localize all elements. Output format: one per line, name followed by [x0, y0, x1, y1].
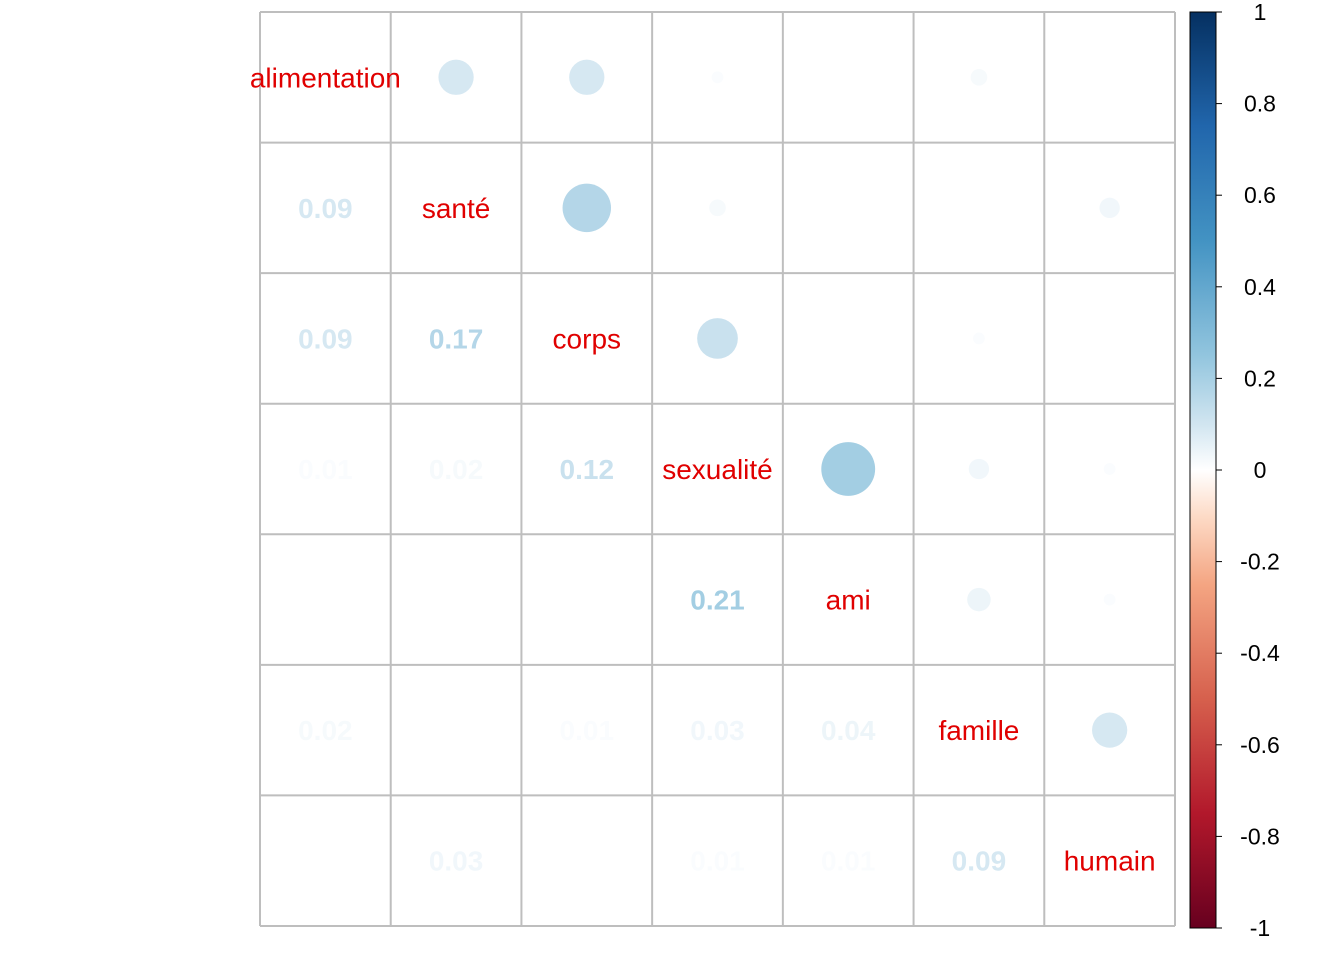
correlation-value-label: 0.01: [821, 846, 876, 877]
colorbar-tick-label: -1: [1250, 915, 1270, 941]
correlation-circle: [697, 318, 738, 359]
correlation-circle: [1103, 463, 1116, 475]
colorbar-gradient: [1189, 11, 1217, 929]
correlation-value-label: 0.02: [429, 454, 484, 485]
correlation-circle: [973, 332, 985, 345]
variable-label: ami: [826, 585, 871, 616]
correlation-value-label: 0.12: [560, 454, 615, 485]
colorbar-tick-label: 1: [1254, 0, 1267, 25]
colorbar: 1 0.8 0.6 0.4 0.2 0 -0.2 -0.4 -0.6 -0.8 -1: [1189, 0, 1280, 941]
variable-label: sexualité: [662, 454, 773, 485]
colorbar-tick-label: 0: [1254, 457, 1267, 483]
colorbar-tick-label: 0.6: [1244, 182, 1276, 208]
correlation-circle: [438, 59, 474, 95]
correlation-value-label: 0.21: [690, 585, 745, 616]
correlation-circle: [711, 71, 724, 84]
correlation-value-label: 0.09: [952, 846, 1007, 877]
colorbar-tick-label: -0.8: [1240, 823, 1280, 849]
correlation-circle: [967, 587, 991, 612]
correlation-circle: [1103, 593, 1116, 606]
variable-label: corps: [553, 323, 621, 354]
colorbar-tick-label: -0.4: [1240, 640, 1280, 666]
correlation-value-label: 0.09: [298, 323, 353, 354]
variable-label: humain: [1064, 846, 1156, 877]
correlation-value-label: 0.01: [298, 454, 353, 485]
variable-label: santé: [422, 193, 491, 224]
correlation-value-label: 0.09: [298, 193, 353, 224]
correlation-value-label: 0.04: [821, 715, 876, 746]
correlation-circle: [569, 59, 605, 95]
correlation-value-label: 0.00: [429, 715, 484, 746]
correlation-circle: [562, 183, 612, 233]
correlation-value-label: 0.01: [560, 715, 615, 746]
correlation-circle: [821, 442, 876, 496]
colorbar-tick-label: -0.2: [1240, 549, 1280, 575]
correlation-value-label: 0.00: [560, 846, 615, 877]
correlation-value-label: 0.03: [429, 846, 484, 877]
correlation-value-label: 0.00: [560, 585, 615, 616]
correlation-circle: [1099, 197, 1120, 219]
correlation-value-label: 0.03: [690, 715, 745, 746]
correlation-value-label: 0.00: [298, 585, 353, 616]
correlation-circle: [709, 199, 726, 217]
variable-label: alimentation: [250, 62, 401, 93]
correlation-value-label: 0.01: [690, 846, 745, 877]
correlation-circle: [968, 458, 990, 480]
correlation-value-label: 0.02: [298, 715, 353, 746]
correlation-circle: [1092, 712, 1128, 748]
correlation-marks: alimentation 0.09 santé 0.09 0.17 corps 0.01 0.…: [250, 59, 1156, 877]
correlation-value-label: 0.00: [298, 846, 353, 877]
correlation-circle: [970, 68, 988, 86]
correlation-value-label: 0.00: [429, 585, 484, 616]
colorbar-tick-label: 0.8: [1244, 91, 1276, 117]
correlation-value-label: 0.17: [429, 323, 484, 354]
grid: [259, 11, 1176, 927]
colorbar-tick-label: 0.2: [1244, 365, 1276, 391]
colorbar-tick-label: 0.4: [1244, 274, 1276, 300]
colorbar-tick-label: -0.6: [1240, 732, 1280, 758]
variable-label: famille: [938, 715, 1019, 746]
